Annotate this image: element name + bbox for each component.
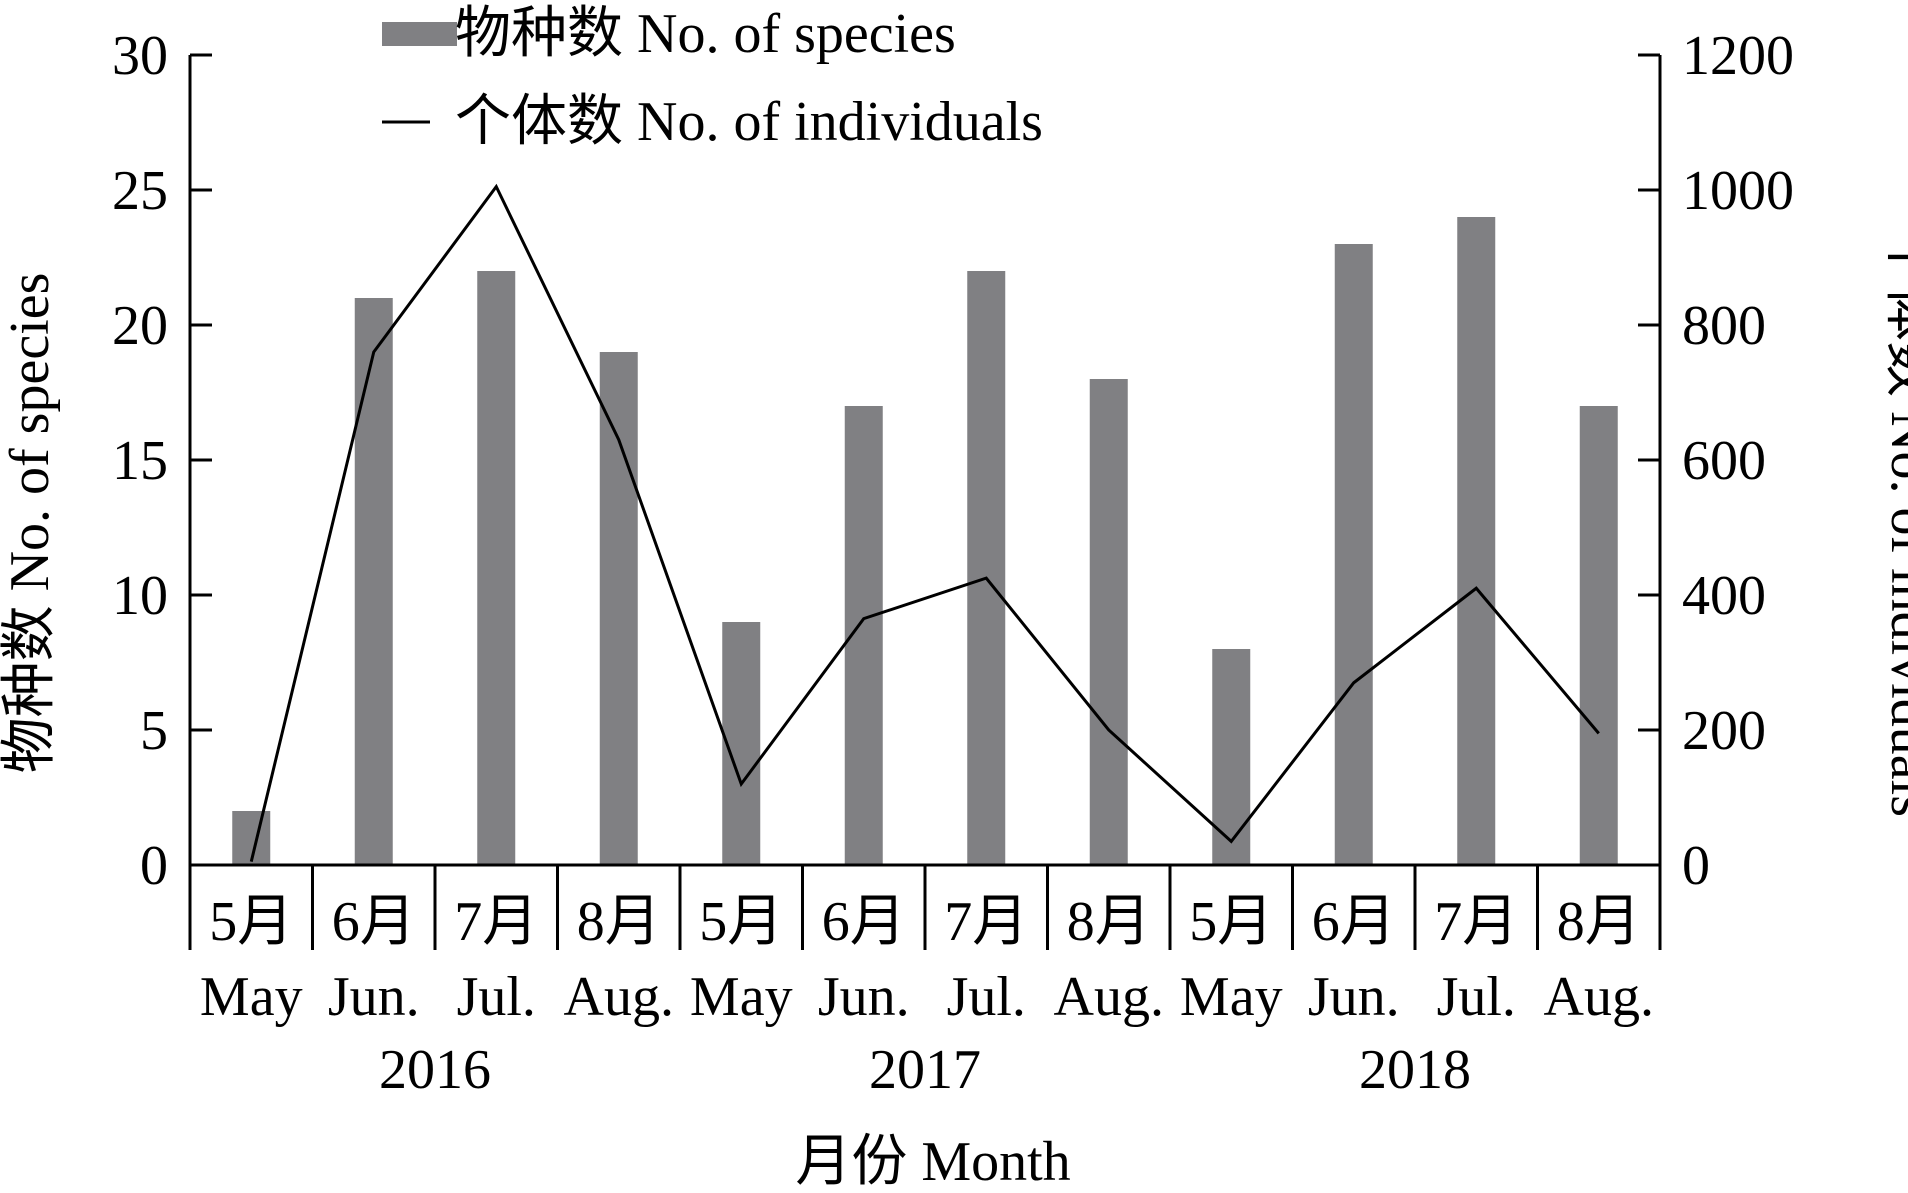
bar <box>1457 217 1496 865</box>
y-left-tick-label: 15 <box>112 430 168 492</box>
y-right-axis-title: 个体数 No. of individuals <box>1879 229 1908 817</box>
x-tick-label-cn: 5月 <box>1189 891 1273 953</box>
bar <box>1334 244 1373 865</box>
x-tick-label-en: Jun. <box>328 966 420 1028</box>
x-tick-label-en: Jun. <box>1308 966 1400 1028</box>
x-tick-label-cn: 6月 <box>332 891 416 953</box>
x-axis-title: 月份 Month <box>795 1131 1070 1193</box>
legend-bar-label: 物种数 No. of species <box>455 3 956 65</box>
x-tick-label-cn: 5月 <box>699 891 783 953</box>
legend-line-label: 个体数 No. of individuals <box>455 91 1043 153</box>
x-tick-label-en: May <box>200 966 303 1028</box>
x-tick-label-en: Jun. <box>818 966 910 1028</box>
bar <box>1579 406 1618 865</box>
y-right-tick-label: 1000 <box>1682 160 1794 222</box>
x-tick-label-cn: 5月 <box>209 891 293 953</box>
y-right-tick-label: 200 <box>1682 700 1766 762</box>
x-tick-label-cn: 8月 <box>1557 891 1641 953</box>
x-tick-label-en: Aug. <box>1054 966 1164 1028</box>
y-right-tick-label: 600 <box>1682 430 1766 492</box>
x-tick-label-cn: 7月 <box>944 891 1028 953</box>
x-tick-label-en: May <box>690 966 793 1028</box>
bar <box>599 352 638 865</box>
x-tick-label-en: Jul. <box>457 966 536 1028</box>
year-label: 2018 <box>1359 1039 1471 1101</box>
y-left-tick-label: 20 <box>112 295 168 357</box>
x-tick-label-cn: 6月 <box>1312 891 1396 953</box>
x-tick-label-cn: 6月 <box>822 891 906 953</box>
y-left-tick-label: 0 <box>140 835 168 897</box>
x-tick-label-en: Aug. <box>1544 966 1654 1028</box>
year-label: 2016 <box>379 1039 491 1101</box>
x-tick-label-en: Jul. <box>947 966 1026 1028</box>
bar <box>967 271 1006 865</box>
y-left-tick-label: 30 <box>112 25 168 87</box>
plot-area: 0 5 10 15 20 25 30 0 200 400 600 800 1000 1200 5月 May 6月… <box>112 25 1794 1101</box>
x-tick-label-en: Aug. <box>564 966 674 1028</box>
bar <box>1212 649 1251 865</box>
bar <box>1089 379 1128 865</box>
y-right-tick-label: 0 <box>1682 835 1710 897</box>
x-tick-label-cn: 7月 <box>1434 891 1518 953</box>
y-left-tick-label: 25 <box>112 160 168 222</box>
x-tick-label-cn: 8月 <box>1067 891 1151 953</box>
bar <box>722 622 761 865</box>
bar <box>477 271 516 865</box>
y-right-tick-label: 800 <box>1682 295 1766 357</box>
y-left-tick-label: 5 <box>140 700 168 762</box>
x-tick-label-cn: 7月 <box>454 891 538 953</box>
y-left-tick-label: 10 <box>112 565 168 627</box>
year-label: 2017 <box>869 1039 981 1101</box>
y-left-axis-title: 物种数 No. of species <box>0 273 61 774</box>
y-right-tick-label: 1200 <box>1682 25 1794 87</box>
y-right-tick-label: 400 <box>1682 565 1766 627</box>
bar <box>354 298 393 865</box>
x-tick-label-en: Jul. <box>1437 966 1516 1028</box>
individuals-line <box>249 183 1600 862</box>
legend: 物种数 No. of species 个体数 No. of individual… <box>382 3 1043 153</box>
x-tick-label-cn: 8月 <box>577 891 661 953</box>
legend-bar-swatch <box>382 22 457 46</box>
x-tick-label-en: May <box>1180 966 1283 1028</box>
